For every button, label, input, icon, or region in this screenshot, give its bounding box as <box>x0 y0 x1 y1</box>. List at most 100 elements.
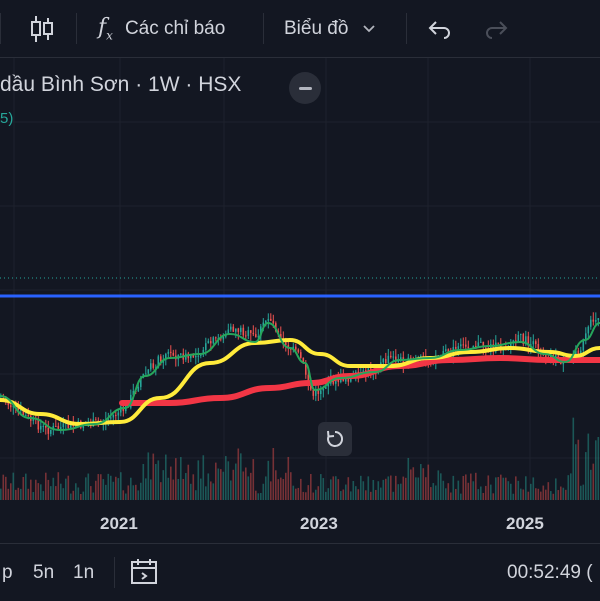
volume-bar <box>270 481 272 500</box>
volume-bar <box>527 491 530 500</box>
candle-body <box>180 353 182 355</box>
chart-type-dropdown[interactable]: Biểu đồ <box>284 0 376 57</box>
volume-bar <box>492 493 495 500</box>
volume-bar <box>560 486 562 500</box>
volume-bar <box>545 489 547 500</box>
candle-body <box>527 336 530 346</box>
volume-bar <box>335 476 337 500</box>
range-button-5y[interactable]: 5n <box>33 562 55 583</box>
volume-bar <box>160 482 162 500</box>
volume-bar <box>185 473 187 500</box>
range-button-1y[interactable]: 1n <box>73 562 95 583</box>
candle-body <box>345 379 347 382</box>
candle-body <box>82 425 85 428</box>
volume-bar <box>105 484 107 500</box>
volume-bar <box>537 488 540 500</box>
volume-bar <box>317 486 320 500</box>
volume-bar <box>190 483 192 500</box>
volume-bar <box>352 480 355 500</box>
candle-body <box>510 343 512 347</box>
volume-bar <box>142 463 145 500</box>
go-to-date-button[interactable] <box>130 558 160 591</box>
candle-body <box>157 356 160 368</box>
volume-bar <box>432 483 435 500</box>
candle-body <box>297 349 300 353</box>
x-axis-label: 2021 <box>100 514 138 533</box>
volume-bar <box>490 484 492 500</box>
volume-bar <box>12 472 15 500</box>
volume-bar <box>372 479 375 500</box>
volume-bar <box>227 461 230 500</box>
candle-body <box>192 353 195 358</box>
volume-bar <box>67 475 70 500</box>
undo-button[interactable] <box>428 0 452 57</box>
candle-body <box>25 414 27 416</box>
volume-bar <box>552 493 555 500</box>
volume-bar <box>577 439 580 500</box>
volume-bar <box>467 482 470 500</box>
candle-body <box>285 342 287 346</box>
volume-bar <box>195 490 197 500</box>
price-chart[interactable] <box>0 58 600 540</box>
candle-body <box>455 347 457 349</box>
volume-bar <box>30 479 32 500</box>
candle-body <box>205 343 207 350</box>
reset-chart-button[interactable] <box>318 422 352 456</box>
candle-body <box>150 363 152 370</box>
candle-body <box>482 341 485 348</box>
volume-bar <box>580 485 582 500</box>
volume-bar <box>355 486 357 500</box>
indicators-button[interactable]: fx Các chỉ báo <box>98 0 225 57</box>
range-button[interactable]: p <box>2 562 13 583</box>
volume-bar <box>457 480 460 500</box>
volume-bar <box>80 493 82 500</box>
chart-pane[interactable] <box>0 58 600 540</box>
volume-bar <box>97 474 100 500</box>
candle-body <box>137 386 140 392</box>
volume-bar <box>210 481 212 500</box>
candle-body <box>485 347 487 349</box>
clock-time[interactable]: 00:52:49 ( <box>507 562 593 583</box>
bottom-toolbar: p 5n 1n 00:52:49 ( <box>0 543 600 601</box>
volume-bar <box>212 483 215 500</box>
volume-bar <box>572 417 575 500</box>
volume-bar <box>315 489 317 500</box>
volume-bar <box>482 492 485 500</box>
volume-bar <box>167 477 170 500</box>
collapse-legend-button[interactable] <box>289 72 321 104</box>
volume-bar <box>387 476 390 500</box>
candle-body <box>305 362 307 375</box>
volume-bar <box>360 475 362 500</box>
candle-body <box>110 417 112 419</box>
candle-body <box>222 336 225 340</box>
volume-bar <box>90 486 92 500</box>
candle-body <box>280 334 282 340</box>
volume-bar <box>257 493 260 500</box>
volume-bar <box>140 482 142 500</box>
volume-bar <box>137 490 140 500</box>
volume-bar <box>282 479 285 500</box>
candle-body <box>115 414 117 416</box>
volume-bar <box>60 483 62 500</box>
volume-bar <box>487 475 490 500</box>
candle-body <box>170 351 172 353</box>
volume-bar <box>582 484 585 500</box>
candle-body <box>497 342 500 344</box>
candle-body <box>590 319 592 327</box>
x-axis-label: 2023 <box>300 514 338 533</box>
volume-bar <box>72 490 75 500</box>
candlestick-chart-button[interactable] <box>30 0 54 57</box>
redo-button[interactable] <box>484 0 508 57</box>
volume-bar <box>350 491 352 500</box>
volume-bar <box>555 478 557 500</box>
volume-bar <box>280 477 282 500</box>
volume-bar <box>295 488 297 500</box>
candle-body <box>62 423 65 428</box>
volume-bar <box>357 489 360 500</box>
time-axis[interactable]: 2021 2023 2025 <box>0 500 600 542</box>
volume-bar <box>565 489 567 500</box>
volume-bar <box>370 491 372 500</box>
candle-body <box>477 342 480 348</box>
calendar-icon <box>131 559 157 584</box>
volume-bar <box>85 477 87 500</box>
